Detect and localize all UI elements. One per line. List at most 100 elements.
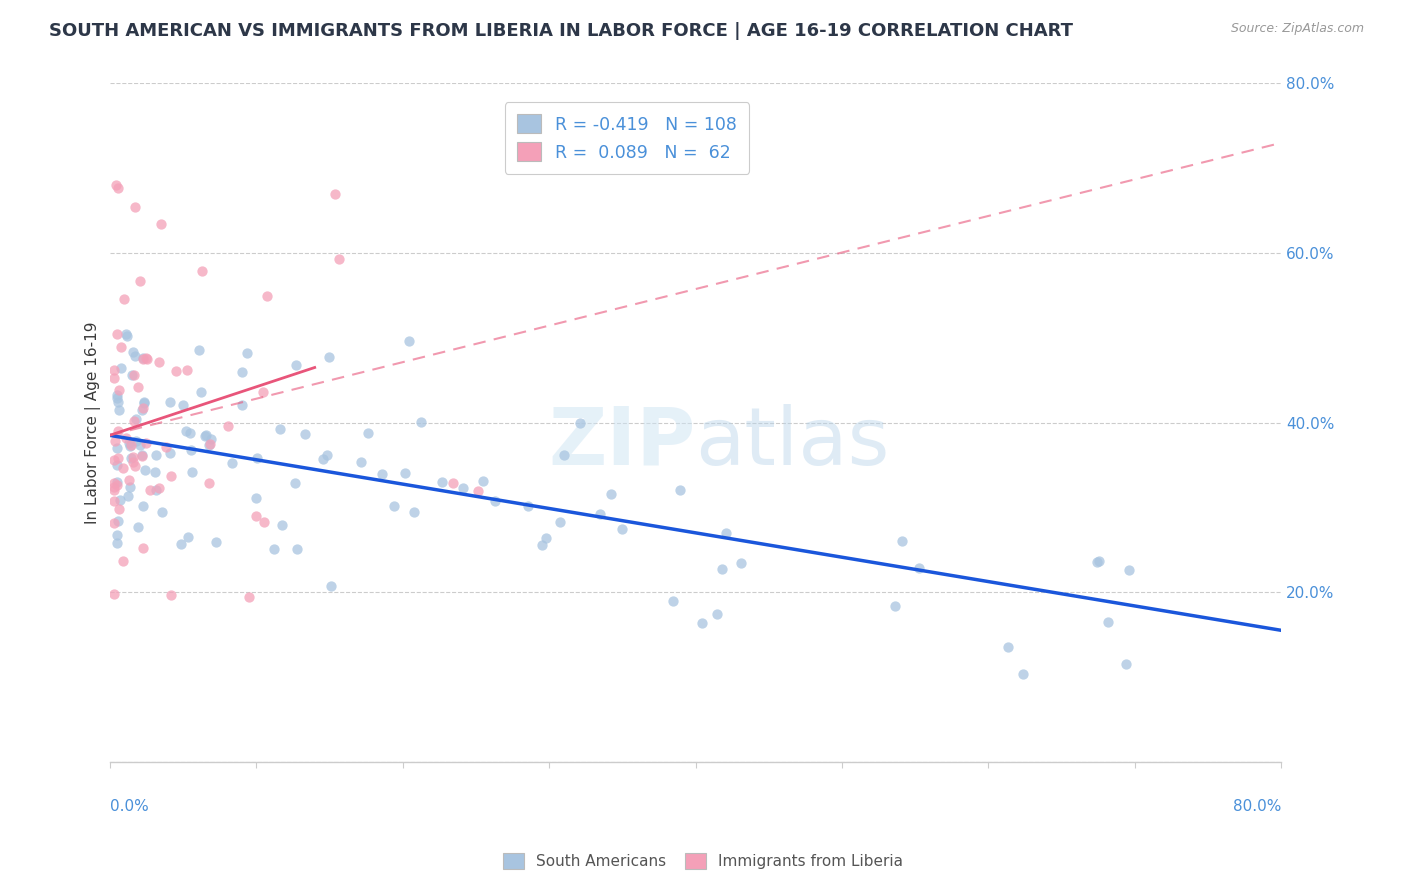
Point	[131, 448, 153, 462]
Point	[172, 398, 194, 412]
Point	[484, 494, 506, 508]
Point	[124, 200, 146, 214]
Text: atlas: atlas	[696, 404, 890, 482]
Point	[124, 458, 146, 473]
Point	[121, 344, 143, 359]
Point	[136, 352, 159, 367]
Point	[517, 500, 540, 514]
Point	[155, 440, 177, 454]
Point	[114, 326, 136, 341]
Point	[284, 475, 307, 490]
Point	[180, 442, 202, 457]
Point	[105, 536, 128, 550]
Point	[318, 350, 340, 364]
Legend: R = -0.419   N = 108, R =  0.089   N =  62: R = -0.419 N = 108, R = 0.089 N = 62	[505, 103, 749, 174]
Point	[610, 522, 633, 536]
Point	[107, 450, 129, 465]
Point	[105, 178, 128, 192]
Point	[105, 528, 128, 542]
Point	[402, 505, 425, 519]
Point	[132, 351, 155, 366]
Point	[112, 292, 135, 306]
Point	[198, 437, 221, 451]
Point	[294, 427, 316, 442]
Point	[245, 509, 267, 524]
Point	[231, 398, 253, 412]
Point	[312, 451, 335, 466]
Point	[117, 473, 139, 487]
Point	[103, 587, 125, 601]
Point	[125, 412, 148, 426]
Point	[1012, 667, 1035, 681]
Point	[730, 556, 752, 570]
Point	[599, 486, 621, 500]
Point	[118, 480, 141, 494]
Point	[1085, 555, 1108, 569]
Point	[143, 465, 166, 479]
Point	[190, 385, 212, 400]
Point	[134, 395, 156, 409]
Point	[235, 346, 257, 360]
Point	[103, 516, 125, 530]
Point	[662, 593, 685, 607]
Point	[245, 491, 267, 505]
Point	[188, 343, 211, 357]
Point	[371, 467, 394, 481]
Point	[323, 187, 346, 202]
Point	[269, 422, 291, 436]
Point	[179, 425, 201, 440]
Point	[398, 334, 420, 349]
Point	[110, 492, 132, 507]
Point	[716, 525, 738, 540]
Point	[103, 483, 125, 498]
Point	[252, 385, 274, 400]
Point	[394, 466, 416, 480]
Point	[356, 425, 378, 440]
Point	[124, 349, 146, 363]
Point	[221, 456, 243, 470]
Point	[148, 355, 170, 369]
Point	[197, 476, 219, 491]
Point	[107, 424, 129, 438]
Point	[315, 448, 337, 462]
Point	[120, 438, 142, 452]
Point	[453, 482, 475, 496]
Point	[134, 351, 156, 366]
Point	[108, 403, 131, 417]
Point	[231, 365, 253, 379]
Point	[553, 448, 575, 462]
Point	[107, 395, 129, 409]
Point	[690, 616, 713, 631]
Point	[569, 416, 592, 430]
Point	[883, 599, 905, 613]
Point	[112, 460, 135, 475]
Point	[200, 437, 222, 451]
Point	[132, 396, 155, 410]
Point	[114, 431, 136, 445]
Y-axis label: In Labor Force | Age 16-19: In Labor Force | Age 16-19	[86, 321, 101, 524]
Point	[138, 483, 160, 497]
Point	[117, 329, 139, 343]
Point	[122, 450, 145, 465]
Point	[548, 515, 571, 529]
Point	[103, 494, 125, 508]
Point	[530, 538, 553, 552]
Point	[132, 401, 155, 415]
Point	[107, 514, 129, 528]
Point	[110, 361, 132, 376]
Point	[194, 429, 217, 443]
Point	[132, 351, 155, 365]
Point	[110, 340, 132, 354]
Point	[285, 359, 308, 373]
Point	[263, 542, 285, 557]
Point	[195, 427, 218, 442]
Point	[441, 476, 464, 491]
Point	[131, 541, 153, 555]
Point	[145, 483, 167, 497]
Point	[105, 478, 128, 492]
Point	[204, 535, 226, 549]
Point	[328, 252, 350, 266]
Point	[217, 419, 239, 434]
Point	[285, 542, 308, 557]
Point	[120, 439, 142, 453]
